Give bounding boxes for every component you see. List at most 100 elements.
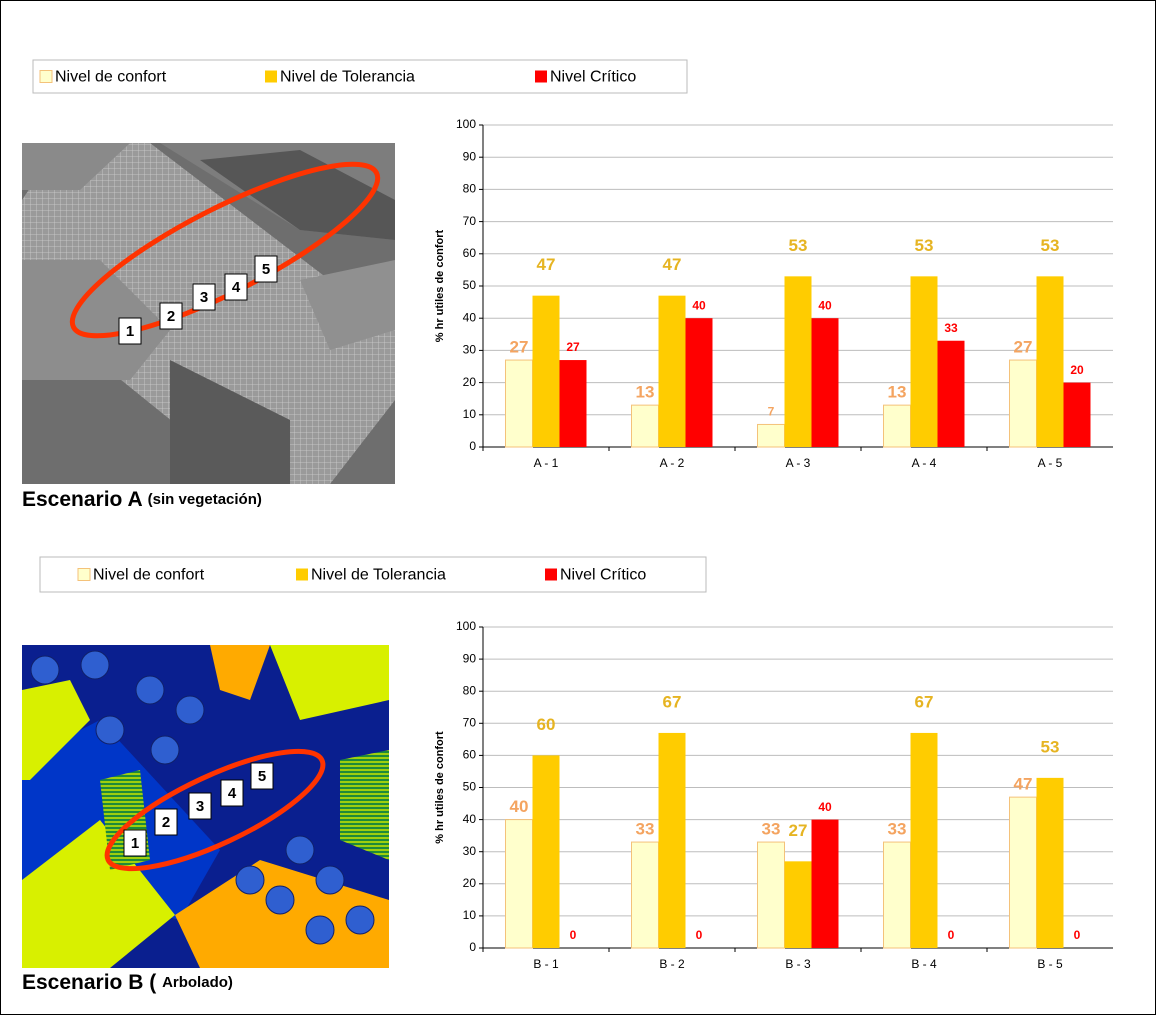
legend-label: Nivel de confort bbox=[55, 69, 167, 86]
data-label: 67 bbox=[663, 692, 682, 711]
data-label: 7 bbox=[768, 405, 775, 419]
scene-marker-box bbox=[154, 808, 178, 836]
bar bbox=[532, 755, 560, 948]
x-tick-label: A - 5 bbox=[1038, 456, 1063, 470]
data-label: 60 bbox=[537, 715, 556, 734]
bar bbox=[1009, 796, 1037, 949]
scene-marker: 2 bbox=[162, 814, 170, 831]
bar bbox=[1036, 276, 1064, 447]
legend-box bbox=[39, 556, 707, 593]
bar bbox=[757, 841, 785, 949]
y-tick-label: 20 bbox=[463, 876, 477, 890]
data-label: 0 bbox=[696, 928, 703, 942]
y-tick-label: 10 bbox=[463, 908, 477, 922]
y-tick-label: 60 bbox=[463, 246, 477, 260]
bar bbox=[883, 404, 911, 448]
data-label: 20 bbox=[1070, 363, 1084, 377]
data-label: 47 bbox=[663, 255, 682, 274]
scene-marker-box bbox=[192, 283, 216, 311]
bar bbox=[784, 861, 812, 948]
x-tick-label: B - 4 bbox=[911, 957, 937, 971]
x-tick-label: A - 2 bbox=[660, 456, 685, 470]
data-label: 47 bbox=[1014, 775, 1033, 794]
scene-marker: 5 bbox=[262, 261, 270, 278]
legend-label: Nivel de Tolerancia bbox=[311, 567, 446, 584]
bar bbox=[685, 318, 713, 447]
bar bbox=[1009, 359, 1037, 448]
scene-marker-box bbox=[250, 762, 274, 790]
legend-swatch bbox=[77, 568, 91, 581]
y-axis-title: % hr utiles de confort bbox=[434, 731, 446, 844]
scene-marker: 4 bbox=[228, 785, 237, 802]
bar bbox=[937, 340, 965, 447]
bar bbox=[505, 819, 533, 949]
data-label: 47 bbox=[537, 255, 556, 274]
data-label: 40 bbox=[818, 298, 832, 312]
x-tick-label: B - 2 bbox=[659, 957, 685, 971]
data-label: 67 bbox=[915, 692, 934, 711]
data-label: 53 bbox=[1041, 236, 1060, 255]
legend-swatch bbox=[545, 568, 557, 581]
data-label: 0 bbox=[948, 928, 955, 942]
x-tick-label: A - 1 bbox=[534, 456, 559, 470]
bar bbox=[910, 276, 938, 447]
y-tick-label: 20 bbox=[463, 375, 477, 389]
y-tick-label: 70 bbox=[463, 715, 477, 729]
bar bbox=[1063, 382, 1091, 447]
x-tick-label: A - 3 bbox=[786, 456, 811, 470]
data-label: 0 bbox=[1074, 928, 1081, 942]
bar bbox=[784, 276, 812, 447]
data-label: 53 bbox=[915, 236, 934, 255]
bar bbox=[658, 732, 686, 948]
scene-marker: 1 bbox=[126, 323, 134, 340]
scene-marker-box bbox=[224, 273, 248, 301]
y-axis-title: % hr utiles de confort bbox=[434, 229, 446, 342]
bar bbox=[658, 295, 686, 447]
data-label: 0 bbox=[570, 928, 577, 942]
bar bbox=[559, 360, 587, 447]
scene-marker: 5 bbox=[258, 768, 266, 785]
bar bbox=[811, 318, 839, 447]
legend-box bbox=[32, 59, 688, 94]
bar bbox=[883, 841, 911, 949]
y-tick-label: 10 bbox=[463, 407, 477, 421]
bar bbox=[631, 404, 659, 448]
legend-label: Nivel de confort bbox=[93, 567, 205, 584]
data-label: 27 bbox=[510, 338, 529, 357]
y-tick-label: 70 bbox=[463, 214, 477, 228]
data-label: 27 bbox=[566, 340, 580, 354]
caption: Escenario A (sin vegetación) bbox=[22, 488, 262, 511]
bar bbox=[532, 295, 560, 447]
data-label: 33 bbox=[636, 820, 655, 839]
scene-marker: 2 bbox=[167, 308, 175, 325]
y-tick-label: 90 bbox=[463, 651, 477, 665]
scene-marker-box bbox=[123, 829, 147, 857]
x-tick-label: B - 5 bbox=[1037, 957, 1063, 971]
legend-label: Nivel Crítico bbox=[560, 567, 646, 584]
y-tick-label: 50 bbox=[463, 278, 477, 292]
x-tick-label: B - 3 bbox=[785, 957, 811, 971]
bar bbox=[811, 819, 839, 948]
data-label: 33 bbox=[888, 820, 907, 839]
caption-title: Escenario B ( bbox=[22, 971, 156, 994]
bar bbox=[631, 841, 659, 949]
data-label: 33 bbox=[762, 820, 781, 839]
data-label: 27 bbox=[1014, 338, 1033, 357]
y-tick-label: 60 bbox=[463, 748, 477, 762]
caption-note: (sin vegetación) bbox=[148, 491, 262, 508]
y-tick-label: 0 bbox=[469, 439, 476, 453]
scene-marker-box bbox=[118, 317, 142, 345]
data-label: 27 bbox=[789, 821, 808, 840]
bar bbox=[757, 423, 785, 448]
scene-marker-box bbox=[220, 779, 244, 807]
x-tick-label: A - 4 bbox=[912, 456, 937, 470]
data-label: 40 bbox=[692, 298, 706, 312]
y-tick-label: 80 bbox=[463, 683, 477, 697]
scene-image-b bbox=[22, 645, 389, 968]
data-label: 53 bbox=[789, 236, 808, 255]
scene-marker: 4 bbox=[232, 279, 241, 296]
scene-marker-box bbox=[188, 792, 212, 820]
scene-image-a bbox=[22, 143, 395, 484]
data-label: 40 bbox=[510, 797, 529, 816]
